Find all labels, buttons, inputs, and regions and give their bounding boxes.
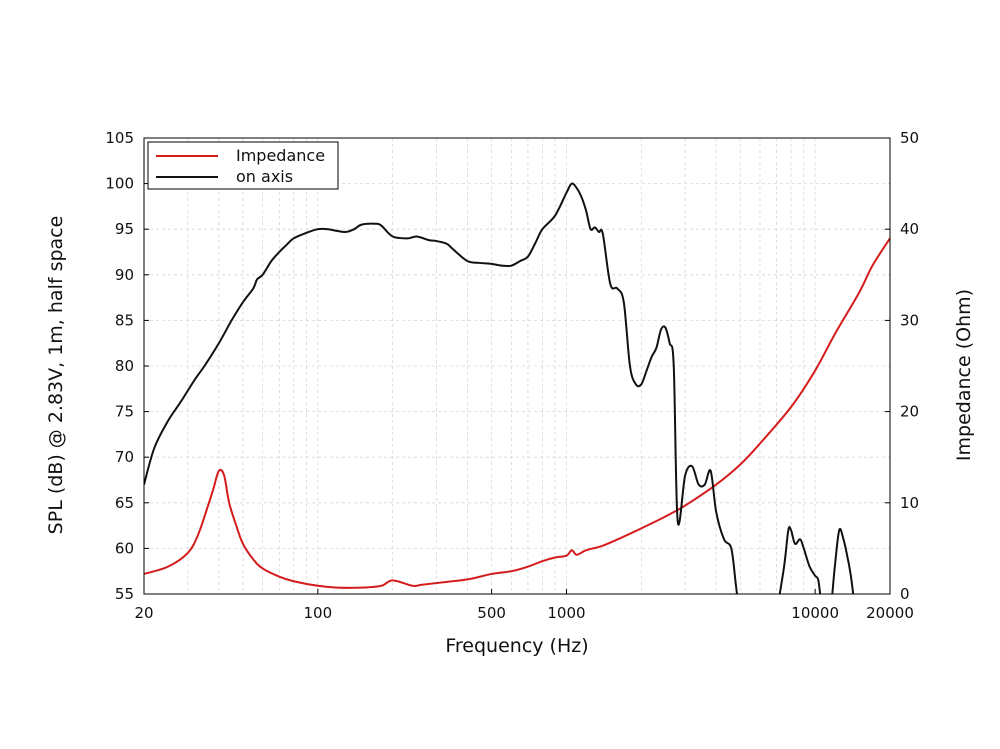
y-left-axis-title: SPL (dB) @ 2.83V, 1m, half space bbox=[45, 216, 67, 535]
y-right-tick-label: 20 bbox=[900, 403, 919, 421]
y-left-tick-label: 105 bbox=[105, 129, 134, 147]
y-left-tick-label: 100 bbox=[105, 175, 134, 193]
y-left-axis-ticks: 55 60 65 70 75 80 85 90 95 100 105 bbox=[105, 129, 149, 603]
y-left-tick-label: 80 bbox=[115, 357, 134, 375]
legend: Impedance on axis bbox=[147, 141, 339, 190]
y-left-tick-label: 60 bbox=[115, 539, 134, 557]
legend-box bbox=[147, 141, 339, 190]
y-right-tick-label: 30 bbox=[900, 311, 919, 329]
y-left-tick-label: 55 bbox=[115, 585, 134, 603]
x-tick-label: 20000 bbox=[866, 604, 914, 622]
y-right-tick-label: 40 bbox=[900, 220, 919, 238]
y-right-axis-ticks: 0 10 20 30 40 50 bbox=[885, 129, 919, 603]
on-axis-spl-curve bbox=[144, 182, 855, 594]
x-tick-label: 1000 bbox=[547, 604, 585, 622]
y-left-tick-label: 90 bbox=[115, 266, 134, 284]
x-tick-label: 20 bbox=[134, 604, 153, 622]
x-tick-label: 10000 bbox=[791, 604, 839, 622]
x-tick-label: 500 bbox=[477, 604, 506, 622]
y-left-tick-label: 95 bbox=[115, 220, 134, 238]
x-tick-label: 100 bbox=[303, 604, 332, 622]
y-left-tick-label: 75 bbox=[115, 403, 134, 421]
y-left-tick-label: 70 bbox=[115, 448, 134, 466]
legend-label-on-axis: on axis bbox=[236, 167, 293, 186]
y-right-tick-label: 10 bbox=[900, 494, 919, 512]
y-left-tick-label: 85 bbox=[115, 311, 134, 329]
y-right-tick-label: 50 bbox=[900, 129, 919, 147]
legend-label-impedance: Impedance bbox=[236, 146, 325, 165]
impedance-curve bbox=[144, 237, 890, 589]
grid-minor bbox=[144, 137, 890, 595]
y-right-axis-title: Impedance (Ohm) bbox=[953, 289, 975, 461]
x-axis-ticks: 20 100 500 1000 10000 20000 bbox=[134, 589, 914, 622]
x-axis-title: Frequency (Hz) bbox=[445, 635, 588, 657]
y-right-tick-label: 0 bbox=[900, 585, 910, 603]
y-left-tick-label: 65 bbox=[115, 494, 134, 512]
